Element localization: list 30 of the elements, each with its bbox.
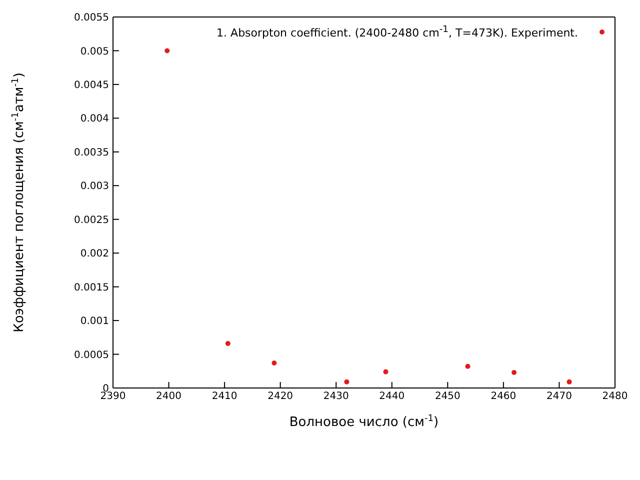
x-tick-label: 2430	[323, 391, 349, 402]
legend-label: 1. Absorpton coefficient. (2400-2480 cm$^{-1}$, T=473K). Experiment.	[216, 24, 578, 40]
y-tick-label: 0.0015	[74, 282, 109, 294]
point	[566, 379, 572, 384]
point	[512, 370, 517, 375]
y-tick-label: 0.002	[80, 248, 109, 260]
x-tick-label: 2470	[546, 391, 572, 402]
x-tick-label: 2460	[490, 391, 516, 402]
point	[272, 360, 277, 366]
x-axis-title: Волновое число (см$^{-1}$)	[289, 414, 439, 430]
x-tick-label: 2400	[156, 391, 182, 402]
x-tick-label: 2480	[602, 391, 628, 402]
y-tick-label: 0.0025	[74, 214, 109, 226]
y-tick-label: 0.005	[80, 46, 109, 58]
point	[383, 369, 388, 374]
y-tick-label: 0.0045	[74, 80, 109, 92]
x-tick-label: 2410	[212, 391, 238, 402]
y-tick-label: 0.0005	[74, 350, 109, 361]
x-tick-label: 2420	[268, 391, 294, 402]
y-tick-label: 0.003	[80, 181, 109, 192]
y-tick-label: 0.001	[80, 316, 109, 328]
point	[225, 340, 230, 346]
x-tick-label: 2450	[434, 391, 460, 402]
point	[465, 364, 470, 369]
y-tick-label: 0.0035	[74, 147, 109, 158]
point	[344, 379, 350, 384]
y-tick-label: 0.0055	[74, 12, 109, 24]
x-tick-label: 2440	[379, 391, 405, 402]
y-tick-label: 0.004	[80, 114, 109, 125]
point	[164, 48, 170, 54]
